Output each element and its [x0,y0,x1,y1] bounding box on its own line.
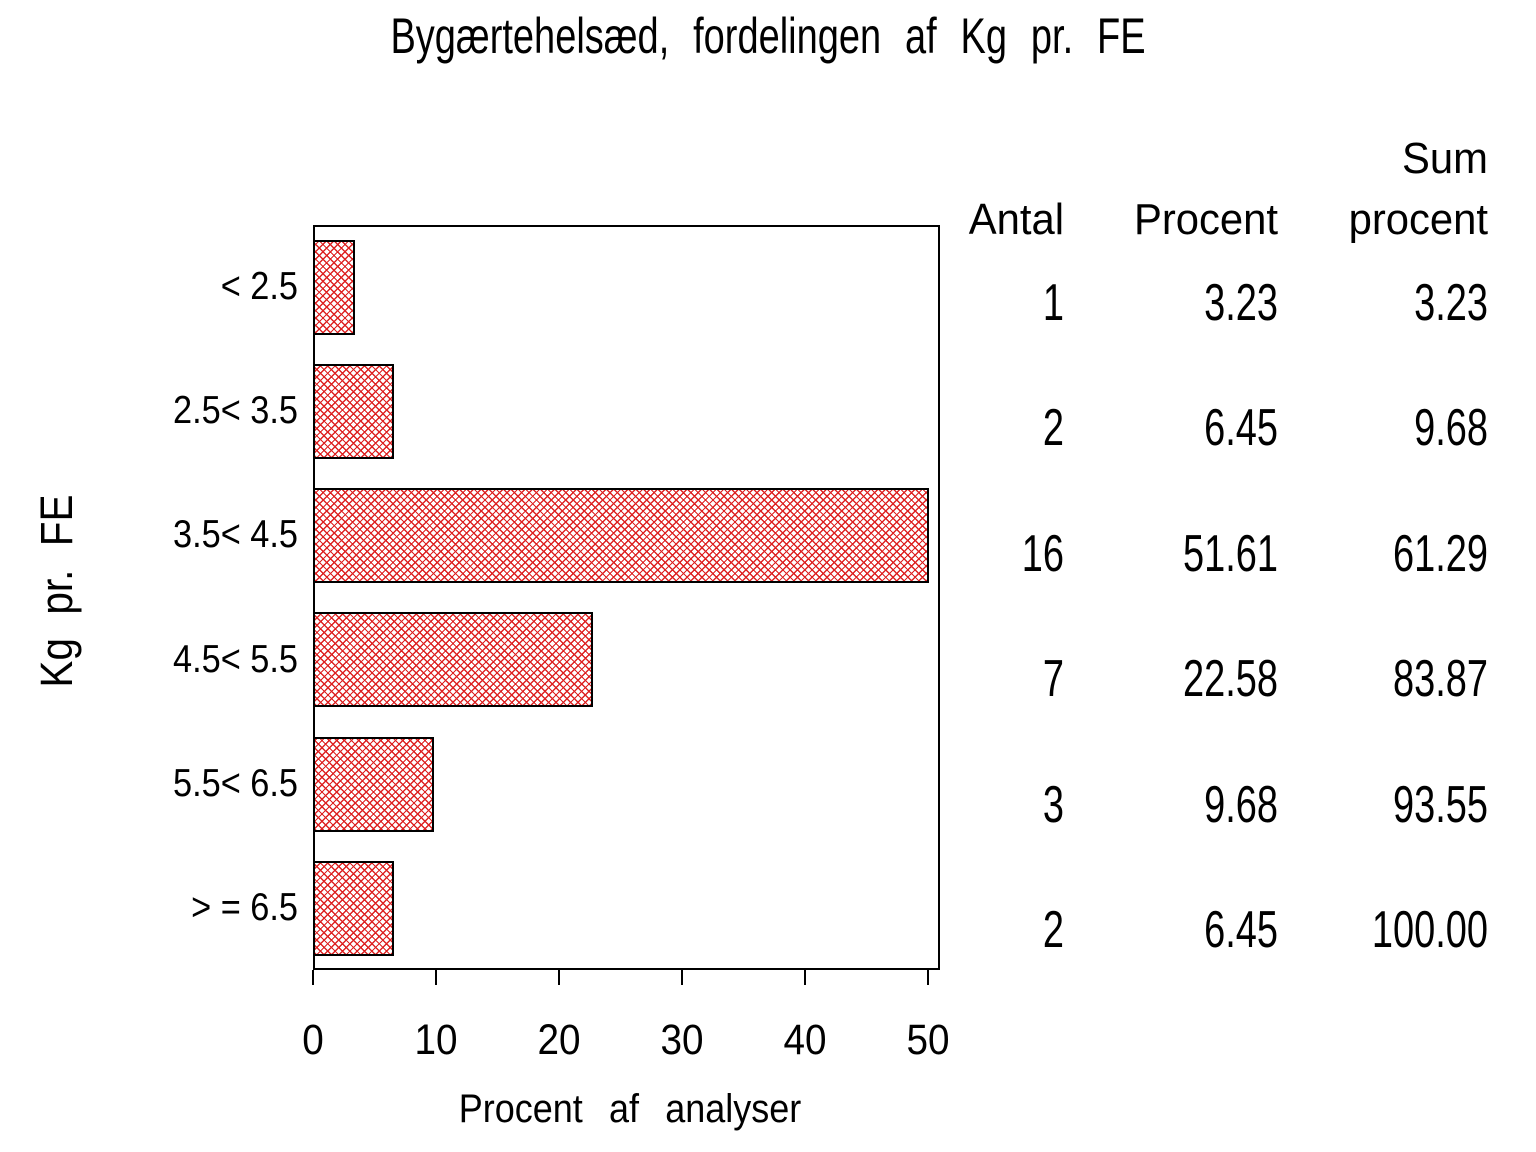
x-tick-label: 20 [537,1016,581,1064]
category-label: 5.5< 6.5 [172,762,298,805]
x-tick-label: 10 [414,1016,458,1064]
table-cell-procent: 3.23 [1204,274,1278,332]
x-axis-tick [804,970,806,985]
bar [313,737,434,832]
x-axis-title: Procent af analyser [458,1087,802,1131]
bar [313,861,394,956]
x-tick-label: 40 [783,1016,827,1064]
x-axis-tick [312,970,314,985]
table-cell-sum: 93.55 [1392,776,1488,834]
table-cell-procent: 6.45 [1204,399,1278,457]
chart-title: Bygærtehelsæd, fordelingen af Kg pr. FE [390,8,1146,64]
x-tick-label: 50 [906,1016,950,1064]
table-cell-procent: 9.68 [1204,776,1278,834]
table-header-procent: Procent [1133,195,1278,244]
category-label: > = 6.5 [191,886,298,929]
bar [313,612,593,707]
table-cell-sum: 100.00 [1371,901,1488,959]
category-label: 3.5< 4.5 [172,513,298,556]
category-label: 2.5< 3.5 [172,389,298,432]
table-cell-antal: 7 [1042,650,1064,708]
bar [313,364,394,459]
table-cell-antal: 16 [1021,525,1064,583]
x-axis-tick [681,970,683,985]
bar [313,240,355,335]
y-axis-title: Kg pr. FE [31,494,82,688]
table-cell-sum: 3.23 [1414,274,1488,332]
table-cell-antal: 2 [1042,399,1064,457]
table-cell-sum: 9.68 [1414,399,1488,457]
table-cell-procent: 51.61 [1182,525,1278,583]
x-tick-label: 30 [660,1016,704,1064]
table-cell-sum: 83.87 [1392,650,1488,708]
table-header-sum-line2: procent [1348,195,1488,244]
x-axis-tick [558,970,560,985]
table-cell-sum: 61.29 [1392,525,1488,583]
x-axis-tick [927,970,929,985]
table-cell-antal: 2 [1042,901,1064,959]
x-axis-tick [435,970,437,985]
table-cell-procent: 22.58 [1182,650,1278,708]
category-label: 4.5< 5.5 [172,638,298,681]
table-cell-procent: 6.45 [1204,901,1278,959]
table-cell-antal: 1 [1042,274,1064,332]
category-label: < 2.5 [220,265,298,308]
x-tick-label: 0 [302,1016,324,1064]
plot-area [313,225,940,970]
table-cell-antal: 3 [1042,776,1064,834]
bar [313,488,929,583]
table-header-antal: Antal [968,195,1064,244]
table-header-sum-line1: Sum [1402,134,1488,183]
